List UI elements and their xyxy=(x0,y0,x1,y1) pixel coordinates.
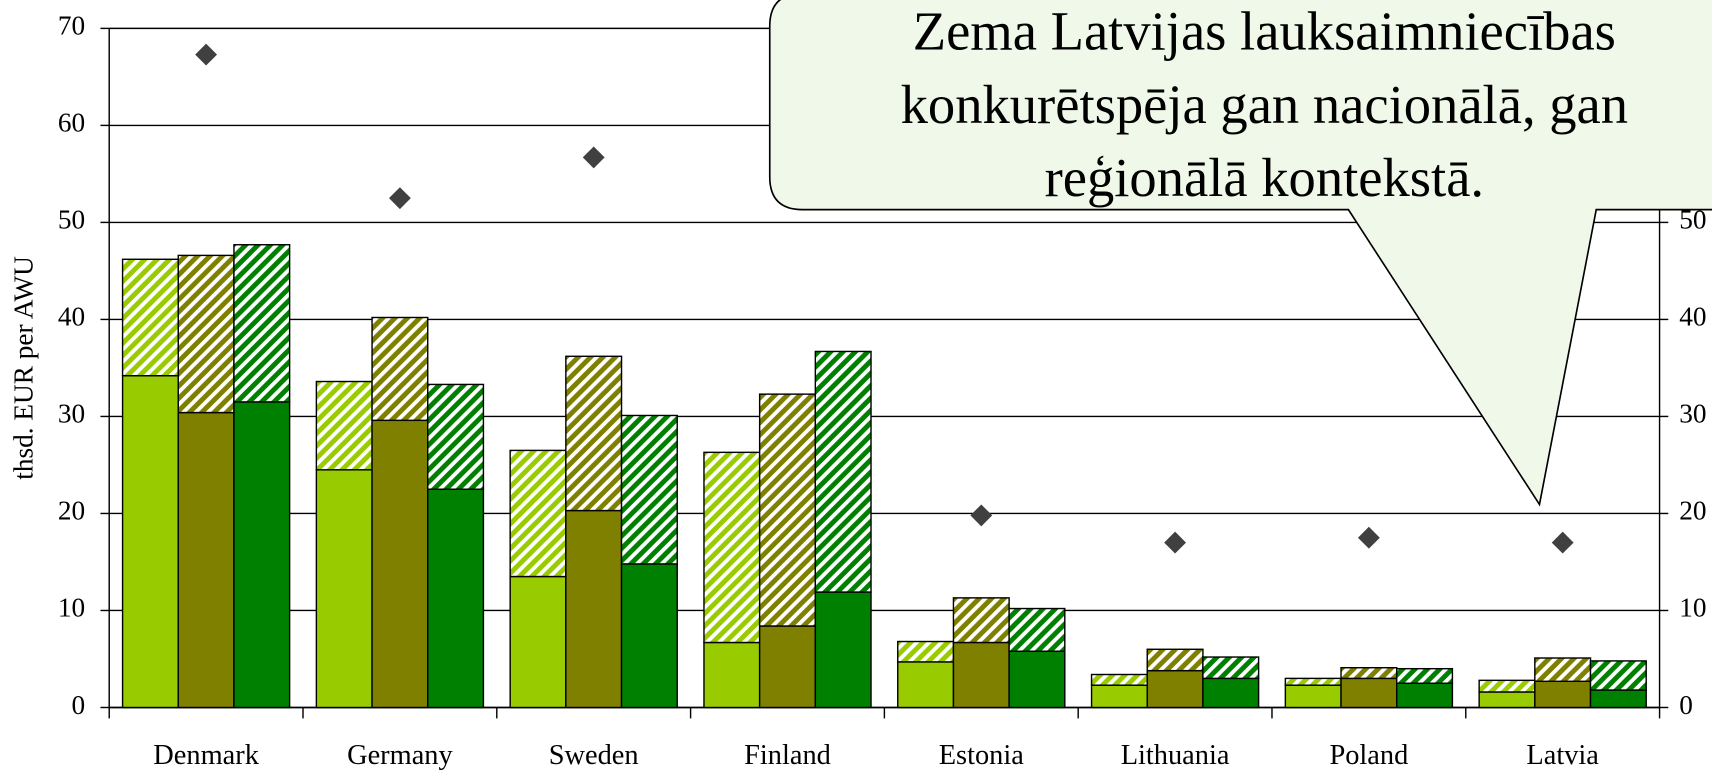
bar xyxy=(1478,691,1536,709)
bar xyxy=(758,625,817,709)
x-tick-label: Finland xyxy=(744,740,831,771)
bar xyxy=(1396,682,1454,709)
diamond-marker xyxy=(582,146,605,169)
bar-hatched xyxy=(1284,677,1342,686)
bar-hatched xyxy=(1090,673,1148,686)
bar-hatched xyxy=(703,451,761,644)
bar-hatched xyxy=(1396,667,1454,684)
bar-hatched xyxy=(1202,656,1260,680)
bar-hatched xyxy=(1589,660,1647,691)
bar xyxy=(1146,669,1204,709)
bar-hatched xyxy=(509,449,567,578)
y2-tick-label: 20 xyxy=(1679,496,1706,526)
bar-hatched xyxy=(315,380,373,471)
bar-hatched xyxy=(1478,679,1536,693)
y-axis-label: thsd. EUR per AWU xyxy=(8,256,38,480)
bar xyxy=(1340,677,1398,709)
x-tick-label: Lithuania xyxy=(1121,740,1230,771)
diamond-marker xyxy=(1357,526,1380,549)
y-tick-label: 60 xyxy=(58,108,85,138)
bar-hatched xyxy=(1008,607,1066,652)
diamond-marker xyxy=(1551,531,1574,554)
bar-hatched xyxy=(177,254,235,414)
diamond-marker xyxy=(1164,531,1186,554)
bar xyxy=(703,641,761,709)
x-tick-label: Poland xyxy=(1329,740,1408,771)
bar-hatched xyxy=(952,597,1010,644)
x-tick-label: Germany xyxy=(347,740,453,771)
bar xyxy=(1008,650,1066,709)
x-tick-label: Sweden xyxy=(549,740,639,771)
y-tick-label: 30 xyxy=(58,399,85,429)
annotation-line: konkurētspēja gan nacionālā, gan xyxy=(901,74,1628,135)
x-tick-label: Denmark xyxy=(153,740,259,771)
bar xyxy=(897,661,955,709)
y-tick-label: 0 xyxy=(72,690,86,720)
callout xyxy=(768,0,1712,507)
bar xyxy=(814,591,872,709)
x-tick-label: Estonia xyxy=(939,740,1025,771)
bar xyxy=(1284,684,1342,709)
bar-hatched xyxy=(814,350,872,593)
diamond-marker xyxy=(195,43,218,66)
bar-hatched xyxy=(1340,667,1398,680)
y2-tick-label: 40 xyxy=(1679,302,1706,332)
annotation-line: Zema Latvijas lauksaimniecības xyxy=(913,1,1616,62)
bar-hatched xyxy=(1534,657,1592,683)
bar xyxy=(565,509,623,709)
bar-hatched xyxy=(897,640,955,663)
bar xyxy=(1534,680,1592,709)
bar-hatched xyxy=(565,355,623,512)
y-tick-label: 40 xyxy=(58,302,85,332)
y-tick-label: 20 xyxy=(58,496,85,526)
y-tick-label: 50 xyxy=(58,205,85,235)
bar-hatched xyxy=(121,258,179,377)
bar xyxy=(952,641,1010,709)
y2-tick-label: 0 xyxy=(1679,690,1693,720)
annotation-line: reģionālā kontekstā. xyxy=(1045,147,1485,208)
bar xyxy=(1090,684,1148,709)
bar xyxy=(177,411,235,709)
bar xyxy=(233,401,291,709)
bar xyxy=(509,575,567,709)
bar-hatched xyxy=(1146,648,1204,672)
bar xyxy=(315,469,373,709)
diamond-marker xyxy=(388,187,411,210)
bar xyxy=(371,419,429,709)
bar-hatched xyxy=(427,383,485,490)
diamond-marker xyxy=(970,504,993,527)
y-tick-label: 70 xyxy=(58,11,85,41)
y2-tick-label: 30 xyxy=(1679,399,1706,429)
bar xyxy=(1589,689,1647,709)
bar-hatched xyxy=(758,393,817,627)
bar-hatched xyxy=(620,414,678,565)
bar xyxy=(427,488,485,709)
bar xyxy=(1202,677,1260,709)
bar-hatched xyxy=(371,316,429,422)
y2-tick-label: 10 xyxy=(1679,593,1706,623)
bar-hatched xyxy=(233,244,291,403)
bar xyxy=(620,563,678,709)
x-tick-label: Latvia xyxy=(1526,740,1599,771)
bar xyxy=(121,374,179,709)
y-tick-label: 10 xyxy=(58,593,85,623)
